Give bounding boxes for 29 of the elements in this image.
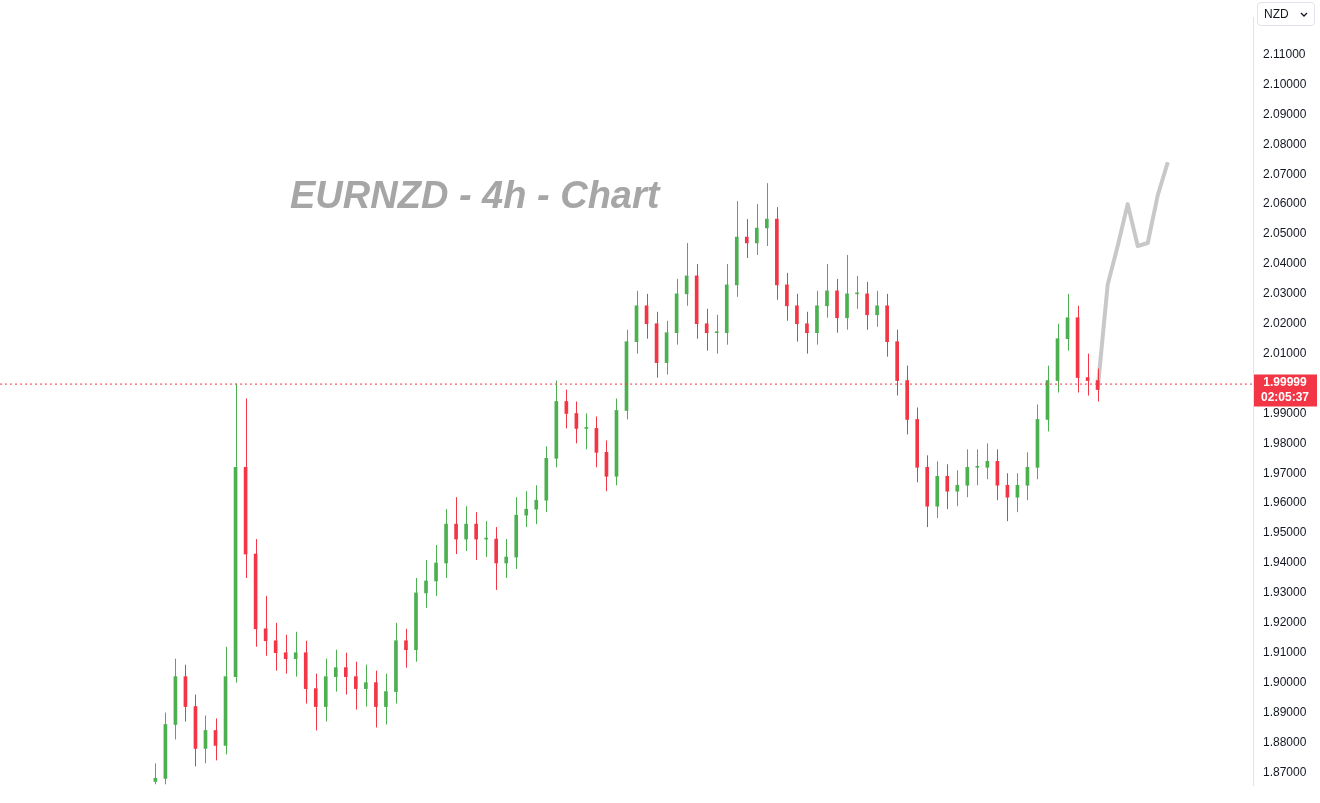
text: 02:05:37: [1260, 389, 1310, 404]
y-tick-label: 1.99000: [1263, 405, 1307, 420]
text: NZD: [1264, 7, 1289, 21]
y-tick-label: 1.94000: [1263, 555, 1307, 570]
y-tick-label: 2.11000: [1263, 46, 1306, 61]
y-tick-label: 2.07000: [1263, 166, 1307, 181]
y-tick-label: 1.91000: [1263, 645, 1307, 660]
y-tick-label: 2.09000: [1263, 106, 1307, 121]
ref-line-label: 1.99999: [1263, 374, 1308, 389]
y-tick-label: 1.97000: [1263, 465, 1307, 480]
y-tick-label: 1.96000: [1263, 495, 1307, 510]
y-tick-label: 2.10000: [1263, 76, 1307, 91]
y-tick-label: 1.89000: [1263, 704, 1307, 719]
y-tick-label: 2.05000: [1263, 226, 1307, 241]
y-tick-label: 2.03000: [1263, 286, 1307, 301]
y-tick-label: 1.90000: [1263, 674, 1307, 689]
y-tick-label: 2.04000: [1263, 256, 1307, 271]
y-tick-label: 2.06000: [1263, 196, 1307, 211]
candlestick: [714, 314, 719, 355]
y-tick-label: 1.88000: [1263, 734, 1307, 749]
y-tick-label: 2.02000: [1263, 316, 1307, 331]
y-tick-label: 2.01000: [1263, 345, 1307, 360]
y-tick-label: 1.93000: [1263, 585, 1307, 600]
y-tick-label: 2.08000: [1263, 136, 1307, 151]
y-tick-label: 1.87000: [1263, 764, 1307, 779]
y-tick-label: 1.92000: [1263, 615, 1307, 630]
y-tick-label: 1.98000: [1263, 435, 1307, 450]
text: EURNZD - 4h - Chart: [290, 174, 660, 217]
y-tick-label: 1.95000: [1263, 525, 1307, 540]
